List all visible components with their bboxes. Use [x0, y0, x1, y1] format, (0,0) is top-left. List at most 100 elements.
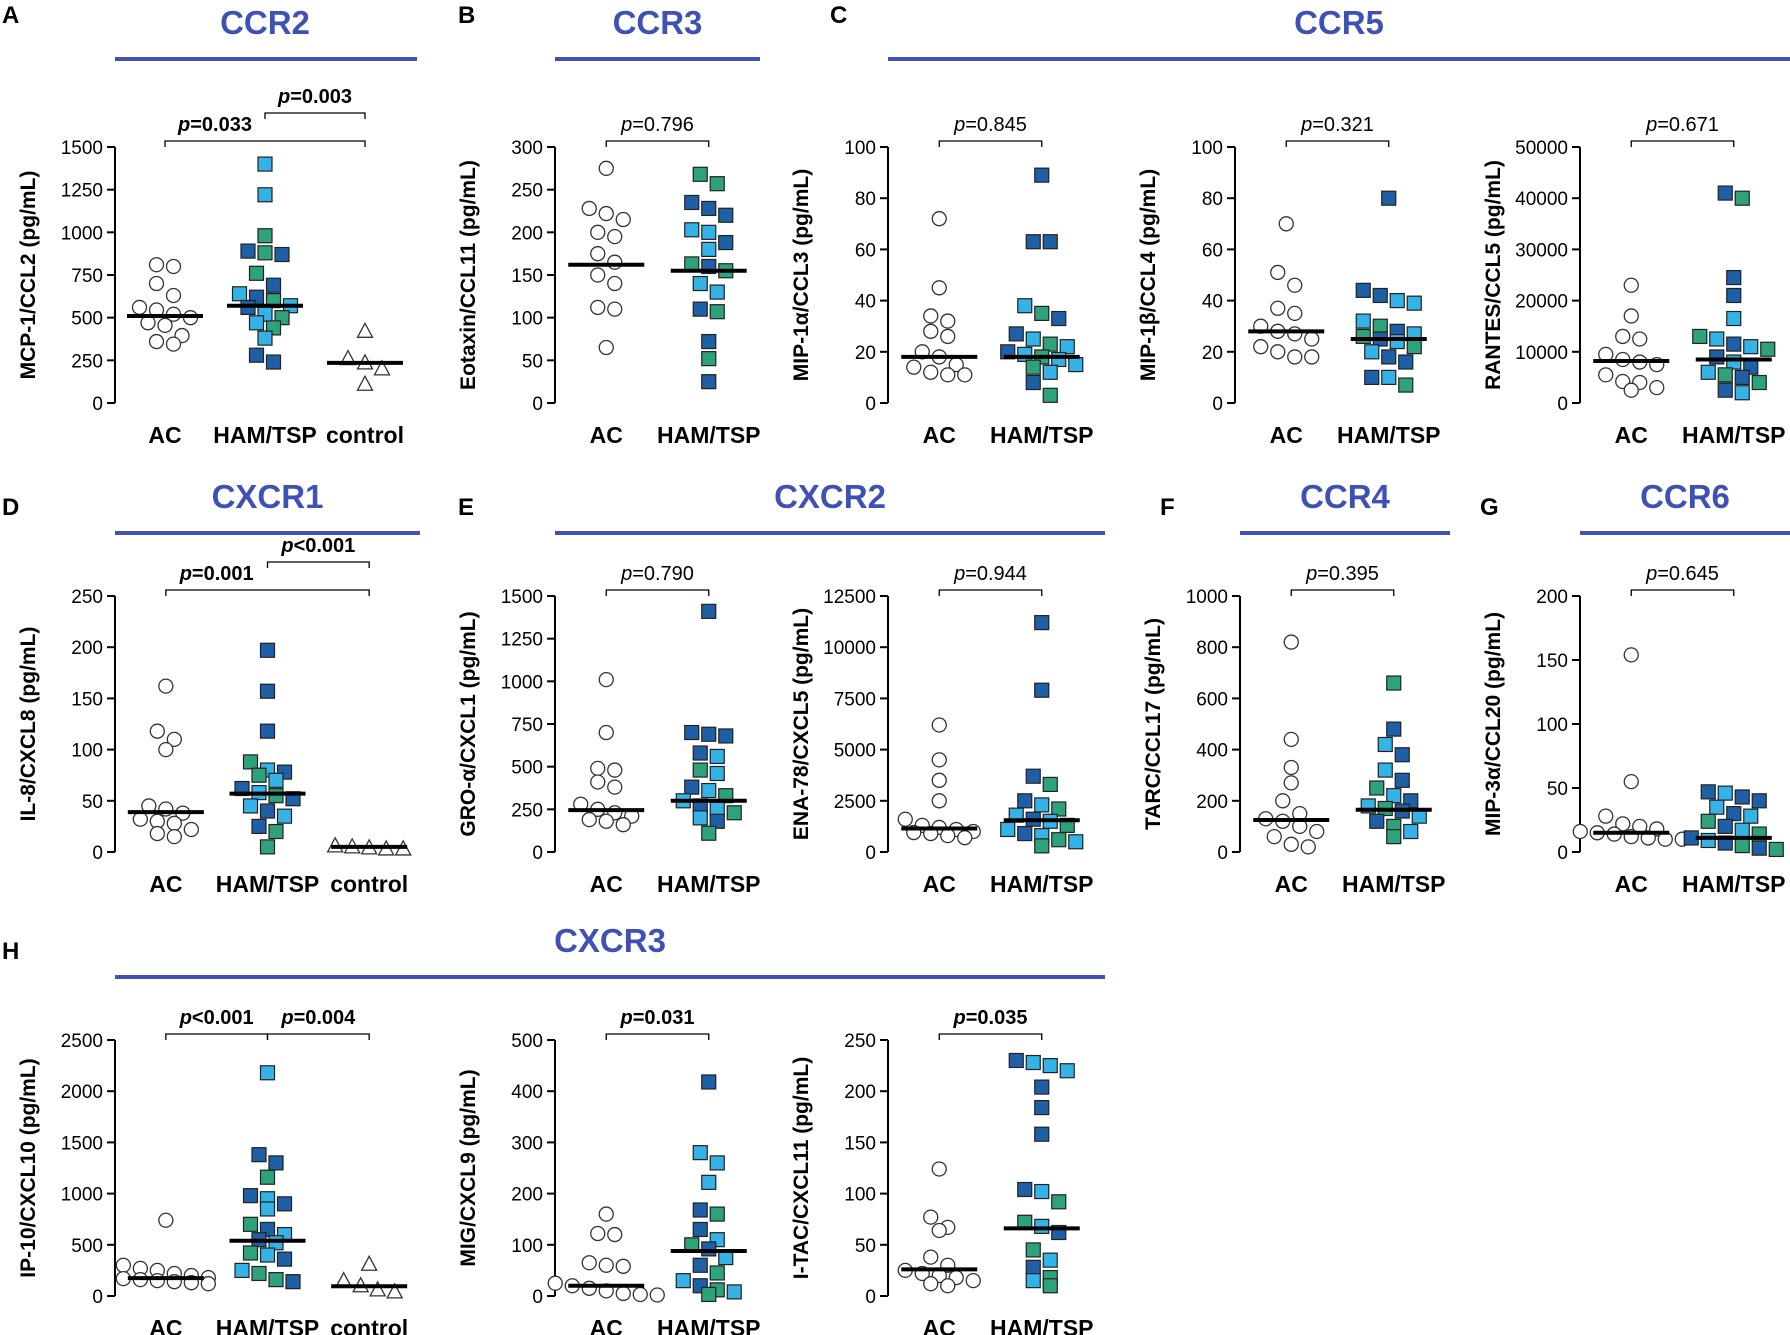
panel-label-b: B: [458, 2, 476, 29]
receptor-title-ccr5: CCR5: [1294, 4, 1384, 41]
data-point-ac: [923, 323, 939, 339]
data-point-dark-blue: [242, 1188, 259, 1204]
data-point-green: [1700, 813, 1716, 829]
data-point-light-blue: [1389, 293, 1405, 309]
data-point-ac: [1275, 793, 1291, 809]
data-point-ac: [149, 1272, 165, 1289]
data-point-dark-blue: [1726, 287, 1742, 304]
data-point-dark-blue: [1726, 336, 1742, 352]
data-point-light-blue: [257, 187, 273, 203]
data-point-light-blue: [684, 222, 700, 238]
data-point-green: [1398, 377, 1414, 393]
data-point-dark-blue: [1017, 1181, 1033, 1198]
data-point-green: [1034, 838, 1050, 854]
data-point-ac: [1300, 839, 1316, 855]
data-point-dark-blue: [692, 1257, 708, 1273]
y-axis-label: MIP-1α/CCL3 (pg/mL): [790, 169, 813, 381]
x-category-label: control: [330, 1315, 408, 1335]
data-point-ac: [581, 200, 597, 217]
y-tick-label: 0: [1557, 843, 1568, 864]
data-point-dark-blue: [1017, 825, 1033, 842]
panel-label-h: H: [2, 938, 20, 965]
data-point-control: [360, 1254, 378, 1271]
data-point-ac: [940, 328, 956, 345]
data-point-dark-blue: [1394, 747, 1410, 763]
data-point-light-blue: [1000, 821, 1016, 838]
y-tick-label: 30000: [1515, 240, 1568, 261]
data-point-light-blue: [1025, 1273, 1041, 1289]
data-point-green: [1051, 801, 1067, 817]
data-point-light-blue: [1709, 799, 1725, 815]
x-category-label: HAM/TSP: [1337, 422, 1441, 448]
y-tick-label: 0: [92, 1287, 103, 1308]
data-point-ac: [607, 1226, 623, 1243]
data-point-ac: [632, 1286, 648, 1303]
data-point-light-blue: [257, 156, 273, 172]
data-point-dark-blue: [718, 207, 734, 223]
p-value-label: p=0.645: [1645, 563, 1719, 585]
receptor-title-ccr2: CCR2: [220, 4, 310, 41]
data-point-control: [326, 836, 344, 853]
data-point-ac: [166, 828, 182, 845]
receptor-line-cxcr2: [555, 531, 1105, 535]
data-point-light-blue: [692, 1145, 708, 1161]
p-value-label: p=0.395: [1305, 563, 1379, 585]
data-point-light-blue: [259, 1201, 276, 1217]
y-tick-label: 100: [1191, 138, 1223, 159]
y-tick-label: 0: [1217, 843, 1228, 864]
receptor-title-ccr3: CCR3: [612, 4, 703, 41]
data-point-control: [373, 359, 391, 376]
significance-bracket: [938, 1033, 1043, 1040]
y-tick-label: 100: [844, 138, 876, 159]
y-axis-label: MIP-3α/CCL20 (pg/mL): [1482, 612, 1505, 836]
data-point-ac: [1287, 349, 1303, 365]
y-tick-label: 60: [1202, 240, 1223, 261]
data-point-dark-blue: [268, 1155, 284, 1171]
data-point-ac: [148, 333, 165, 350]
y-tick-label: 2500: [61, 1031, 103, 1052]
data-point-light-blue: [675, 1273, 691, 1289]
data-point-dark-blue: [692, 1221, 708, 1238]
data-point-green: [1025, 359, 1041, 375]
data-point-light-blue: [1717, 785, 1733, 801]
data-point-green: [1051, 1194, 1067, 1210]
data-point-light-blue: [1034, 1183, 1050, 1200]
data-point-light-blue: [701, 224, 717, 240]
data-point-green: [1751, 374, 1767, 391]
chart-il8: 0 50 100 150 200 250 IL-8/CXCL8 (pg/mL) AC HAM/T…: [17, 535, 412, 897]
data-point-green: [1717, 367, 1733, 383]
chart-mip3a: 0 50 100 150 200 MIP-3α/CCL20 (pg/mL) AC HAM/TS…: [1482, 563, 1786, 897]
data-point-ac: [590, 267, 606, 283]
chart-rantes: 0 10000 20000 30000 40000 50000 RANTES/CCL5 (p…: [1482, 114, 1786, 448]
receptor-line-cxcr3: [115, 975, 1105, 979]
y-tick-label: 50: [82, 792, 103, 813]
y-tick-label: 1500: [61, 138, 103, 159]
data-point-ac: [165, 258, 182, 275]
data-point-ac: [1623, 647, 1639, 663]
data-point-ac: [923, 308, 939, 324]
x-category-label: AC: [149, 1315, 182, 1335]
data-point-ac: [132, 811, 148, 827]
x-category-label: HAM/TSP: [216, 1315, 320, 1335]
y-tick-label: 80: [1202, 189, 1223, 210]
y-tick-label: 750: [511, 715, 543, 736]
data-point-light-blue: [1734, 822, 1750, 838]
data-point-ac: [1287, 277, 1303, 293]
significance-bracket: [266, 1033, 370, 1040]
data-point-green: [1042, 387, 1058, 403]
y-tick-label: 200: [1196, 792, 1228, 813]
data-point-light-blue: [231, 286, 248, 302]
y-tick-label: 50: [1547, 779, 1568, 800]
data-point-ac: [906, 359, 922, 375]
x-category-label: HAM/TSP: [990, 422, 1094, 448]
data-point-ac: [931, 280, 947, 296]
data-point-light-blue: [259, 1065, 276, 1081]
significance-bracket: [1290, 589, 1395, 596]
data-point-light-blue: [1743, 808, 1759, 824]
receptor-line-ccr5: [888, 57, 1790, 61]
chart-mip1a: 0 20 40 60 80 100 MIP-1α/CCL3 (pg/mL) AC HAM/TSP…: [790, 114, 1094, 448]
y-axis-label: TARC/CCL17 (pg/mL): [1142, 618, 1165, 830]
data-point-dark-blue: [1751, 793, 1767, 809]
data-point-green: [701, 825, 717, 841]
receptor-title-cxcr2: CXCR2: [774, 478, 886, 515]
